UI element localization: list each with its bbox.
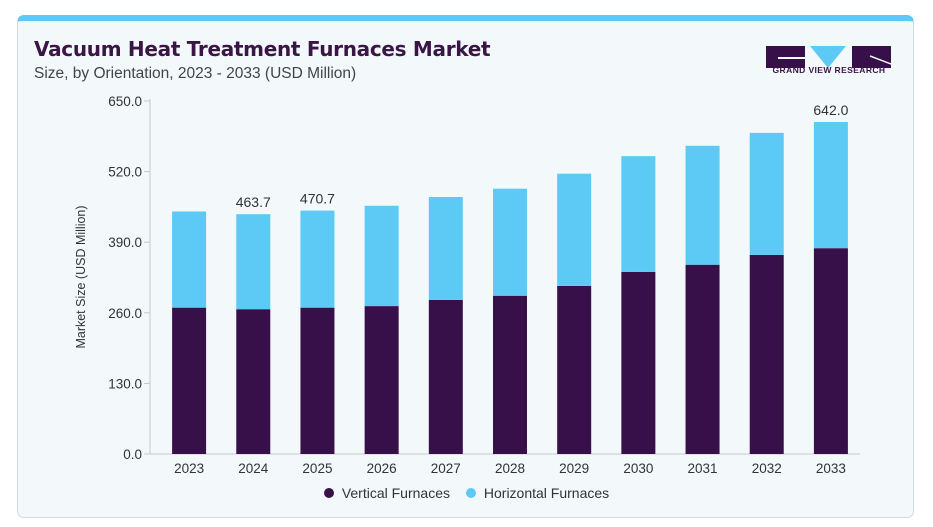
chart-title: Vacuum Heat Treatment Furnaces Market bbox=[34, 37, 491, 61]
y-tick-label: 520.0 bbox=[108, 165, 142, 180]
y-axis-label: Market Size (USD Million) bbox=[74, 205, 88, 348]
x-tick-label: 2024 bbox=[238, 461, 269, 476]
y-tick-label: 650.0 bbox=[108, 94, 142, 109]
bar-vertical-2031 bbox=[685, 264, 720, 454]
bar-horizontal-2024 bbox=[236, 214, 271, 310]
x-tick-label: 2026 bbox=[367, 461, 397, 476]
data-label-2024: 463.7 bbox=[236, 194, 271, 210]
legend-label-vertical: Vertical Furnaces bbox=[341, 485, 450, 501]
bar-horizontal-2029 bbox=[557, 173, 592, 286]
bar-vertical-2033 bbox=[813, 248, 848, 454]
data-label-2025: 470.7 bbox=[300, 191, 335, 207]
legend-dot-vertical-icon bbox=[323, 488, 334, 498]
x-tick-label: 2033 bbox=[816, 461, 846, 476]
bar-vertical-2028 bbox=[493, 295, 527, 454]
chart-subtitle: Size, by Orientation, 2023 - 2033 (USD M… bbox=[34, 65, 357, 82]
bar-horizontal-2032 bbox=[749, 132, 784, 255]
bar-vertical-2032 bbox=[749, 254, 784, 454]
x-tick-label: 2032 bbox=[752, 461, 782, 476]
bar-horizontal-2031 bbox=[685, 145, 720, 265]
bar-horizontal-2025 bbox=[300, 210, 335, 308]
bar-horizontal-2023 bbox=[172, 211, 207, 308]
x-tick-label: 2028 bbox=[495, 461, 525, 476]
bar-horizontal-2028 bbox=[493, 188, 527, 296]
legend-item-horizontal[interactable]: Horizontal Furnaces bbox=[465, 485, 610, 501]
legend: Vertical Furnaces Horizontal Furnaces bbox=[0, 485, 933, 501]
bar-horizontal-2030 bbox=[621, 156, 656, 272]
legend-item-vertical[interactable]: Vertical Furnaces bbox=[323, 485, 450, 501]
bar-horizontal-2026 bbox=[364, 205, 399, 307]
y-tick-label: 390.0 bbox=[108, 235, 142, 250]
x-tick-label: 2031 bbox=[688, 461, 718, 476]
bar-vertical-2025 bbox=[300, 307, 335, 454]
bar-vertical-2023 bbox=[172, 307, 207, 454]
bar-vertical-2027 bbox=[428, 299, 463, 454]
x-tick-label: 2030 bbox=[623, 461, 653, 476]
bar-vertical-2026 bbox=[364, 306, 399, 454]
brand-name: GRAND VIEW RESEARCH bbox=[772, 65, 886, 75]
x-tick-label: 2029 bbox=[559, 461, 589, 476]
x-tick-label: 2025 bbox=[302, 461, 332, 476]
grand-view-research-logo-icon bbox=[766, 46, 892, 68]
data-label-2033: 642.0 bbox=[813, 102, 848, 118]
y-tick-label: 130.0 bbox=[108, 376, 142, 391]
y-tick-label: 0.0 bbox=[123, 447, 142, 462]
y-tick-label: 260.0 bbox=[108, 306, 142, 321]
legend-dot-horizontal-icon bbox=[465, 488, 476, 498]
x-tick-label: 2027 bbox=[431, 461, 461, 476]
x-tick-label: 2023 bbox=[174, 461, 204, 476]
bar-vertical-2029 bbox=[557, 285, 592, 454]
bar-vertical-2030 bbox=[621, 271, 656, 454]
bar-horizontal-2033 bbox=[813, 122, 848, 249]
bar-vertical-2024 bbox=[236, 309, 271, 454]
bar-horizontal-2027 bbox=[428, 196, 463, 300]
legend-label-horizontal: Horizontal Furnaces bbox=[483, 485, 610, 501]
